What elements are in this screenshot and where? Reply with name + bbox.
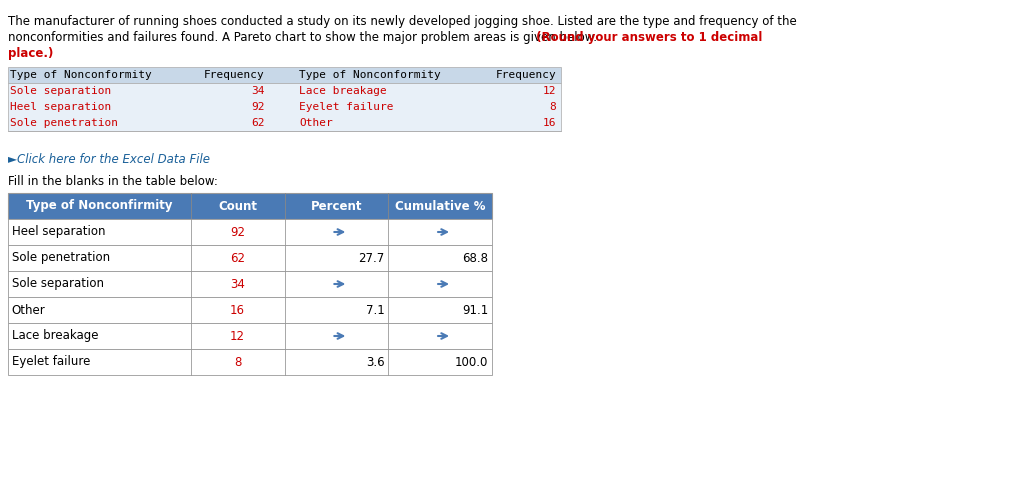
Text: (Round your answers to 1 decimal: (Round your answers to 1 decimal — [531, 31, 762, 44]
Text: 68.8: 68.8 — [462, 251, 488, 265]
Text: 62: 62 — [251, 118, 265, 128]
Text: Fill in the blanks in the table below:: Fill in the blanks in the table below: — [8, 175, 218, 188]
Bar — [8, 323, 492, 349]
Text: Frequency: Frequency — [204, 70, 265, 80]
Text: Heel separation: Heel separation — [10, 102, 111, 112]
Text: Heel separation: Heel separation — [12, 225, 105, 239]
Text: Sole separation: Sole separation — [10, 86, 111, 96]
Text: 16: 16 — [230, 304, 245, 317]
Text: Type of Nonconformity: Type of Nonconformity — [299, 70, 441, 80]
Text: Percent: Percent — [311, 200, 363, 212]
Text: Frequency: Frequency — [496, 70, 557, 80]
Text: 92: 92 — [230, 225, 245, 239]
Text: 7.1: 7.1 — [366, 304, 384, 317]
Text: Lace breakage: Lace breakage — [12, 329, 98, 343]
Bar — [8, 245, 492, 271]
Text: 34: 34 — [251, 86, 265, 96]
Text: nonconformities and failures found. A Pareto chart to show the major problem are: nonconformities and failures found. A Pa… — [8, 31, 597, 44]
Text: Type of Nonconformity: Type of Nonconformity — [10, 70, 151, 80]
Text: Eyelet failure: Eyelet failure — [299, 102, 394, 112]
Text: place.): place.) — [8, 47, 54, 60]
Text: Sole penetration: Sole penetration — [10, 118, 118, 128]
Text: The manufacturer of running shoes conducted a study on its newly developed joggi: The manufacturer of running shoes conduc… — [8, 15, 797, 28]
Text: 3.6: 3.6 — [366, 355, 384, 368]
Text: Type of Nonconfirmity: Type of Nonconfirmity — [26, 200, 173, 212]
Text: 8: 8 — [234, 355, 241, 368]
Bar — [8, 349, 492, 375]
Text: Other: Other — [299, 118, 333, 128]
Bar — [8, 67, 562, 83]
Text: Cumulative %: Cumulative % — [395, 200, 486, 212]
Text: 12: 12 — [230, 329, 245, 343]
Text: Count: Count — [218, 200, 258, 212]
Text: 100.0: 100.0 — [454, 355, 488, 368]
Text: 8: 8 — [549, 102, 557, 112]
Text: Lace breakage: Lace breakage — [299, 86, 387, 96]
Text: 91.1: 91.1 — [462, 304, 488, 317]
Text: 16: 16 — [542, 118, 557, 128]
Text: Sole penetration: Sole penetration — [12, 251, 110, 265]
Bar — [8, 219, 492, 245]
Text: 12: 12 — [542, 86, 557, 96]
Text: Eyelet failure: Eyelet failure — [12, 355, 90, 368]
Text: 62: 62 — [230, 251, 245, 265]
Bar — [8, 193, 492, 219]
Bar — [8, 271, 492, 297]
Bar — [8, 83, 562, 131]
Text: ►Click here for the Excel Data File: ►Click here for the Excel Data File — [8, 153, 210, 166]
Text: Other: Other — [12, 304, 45, 317]
Text: 92: 92 — [251, 102, 265, 112]
Text: 27.7: 27.7 — [359, 251, 384, 265]
Bar — [8, 297, 492, 323]
Text: 34: 34 — [230, 278, 245, 290]
Text: Sole separation: Sole separation — [12, 278, 104, 290]
